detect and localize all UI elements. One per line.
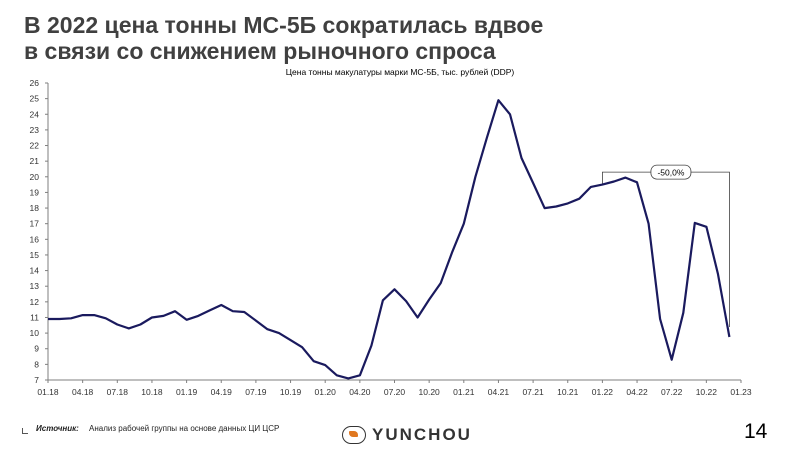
y-tick-label: 15: [30, 250, 40, 260]
change-label: -50,0%: [657, 168, 684, 178]
x-tick-label: 04.21: [488, 387, 510, 397]
y-tick-label: 25: [30, 94, 40, 104]
y-tick-label: 22: [30, 141, 40, 151]
annotation-layer: -50,0%: [602, 164, 730, 328]
series-layer: [48, 99, 731, 380]
x-tick-label: 10.19: [280, 387, 302, 397]
source-note: Источник: Анализ рабочей группы на основ…: [36, 424, 279, 433]
source-text: Анализ рабочей группы на основе данных Ц…: [89, 424, 280, 433]
price-series-line: [48, 99, 731, 380]
x-tick-label: 01.23: [730, 387, 752, 397]
y-tick-label: 20: [30, 172, 40, 182]
y-tick-label: 11: [30, 312, 39, 322]
footer-corner-mark: [22, 428, 28, 434]
x-tick-label: 07.22: [661, 387, 683, 397]
y-tick-label: 14: [30, 266, 40, 276]
x-tick-label: 01.19: [176, 387, 198, 397]
y-tick-label: 8: [34, 359, 39, 369]
x-tick-label: 04.19: [211, 387, 233, 397]
axes-layer: 7 8 9 10 11 12 13 14 15 16 17 18 19 20 21 22 23 24 25 26 01.…: [30, 78, 752, 397]
x-tick-label: 04.18: [72, 387, 94, 397]
x-tick-label: 10.22: [696, 387, 718, 397]
y-tick-label: 23: [30, 125, 40, 135]
x-tick-label: 10.20: [419, 387, 441, 397]
x-tick-label: 10.21: [557, 387, 579, 397]
x-tick-label: 07.21: [522, 387, 544, 397]
y-tick-label: 16: [30, 234, 40, 244]
change-label-box: [650, 164, 692, 180]
y-tick-label: 26: [30, 78, 40, 88]
x-tick-label: 04.20: [349, 387, 371, 397]
y-tick-label: 18: [30, 203, 40, 213]
x-tick-label: 07.20: [384, 387, 406, 397]
chart-title: Цена тонны макулатуры марки МС-5Б, тыс. …: [285, 67, 515, 77]
slide-title-line1: В 2022 цена тонны МС-5Б сократилась вдво…: [24, 12, 544, 38]
x-tick-label: 01.18: [37, 387, 59, 397]
y-tick-label: 13: [30, 281, 40, 291]
y-tick-label: 17: [30, 219, 40, 229]
y-tick-label: 10: [30, 328, 40, 338]
slide-title: В 2022 цена тонны МС-5Б сократилась вдво…: [24, 12, 624, 64]
y-tick-label: 21: [30, 156, 40, 166]
change-bracket: [602, 171, 730, 328]
x-tick-label: 01.22: [592, 387, 614, 397]
page-number: 14: [744, 420, 768, 443]
y-tick-label: 12: [30, 297, 40, 307]
logo-text: YUNCHOU: [372, 425, 472, 444]
x-tick-label: 04.22: [626, 387, 648, 397]
slide-title-line2: в связи со снижением рыночного спроса: [24, 38, 496, 64]
y-tick-label: 19: [30, 187, 40, 197]
x-tick-label: 01.20: [315, 387, 337, 397]
company-logo: YUNCHOU: [342, 424, 472, 446]
source-label: Источник:: [36, 424, 79, 433]
x-tick-label: 07.19: [245, 387, 267, 397]
y-tick-label: 24: [30, 109, 40, 119]
x-tick-label: 07.18: [107, 387, 129, 397]
logo-icon: [342, 426, 366, 444]
x-tick-label: 01.21: [453, 387, 475, 397]
y-tick-label: 7: [34, 375, 39, 385]
x-tick-label: 10.18: [141, 387, 163, 397]
y-tick-label: 9: [34, 344, 39, 354]
